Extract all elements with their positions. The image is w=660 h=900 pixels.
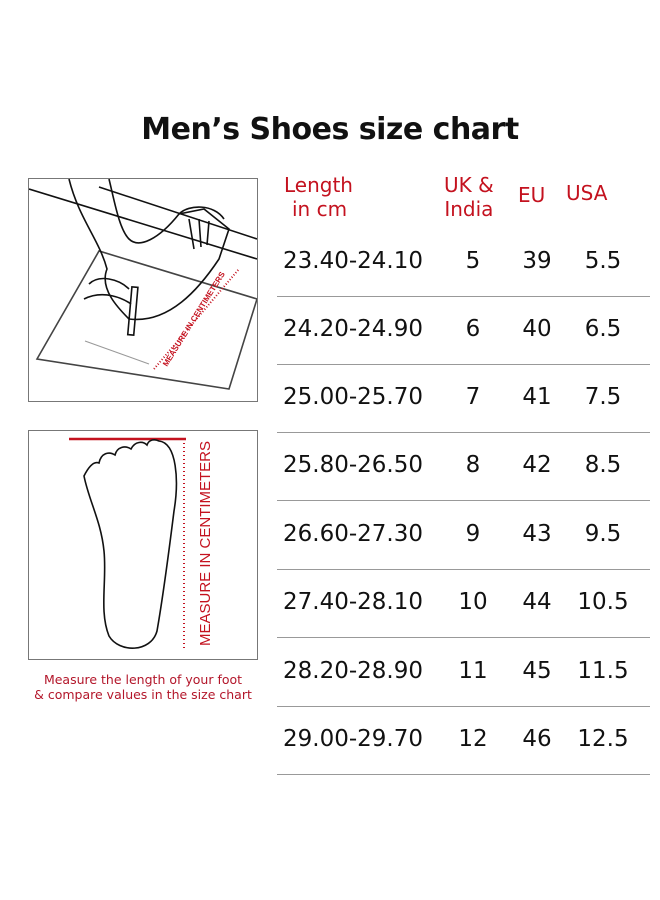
ruler-label-bottom: MEASURE IN CENTIMETERS xyxy=(197,441,214,646)
hand-marking-foot-icon: MEASURE IN CENTIMETERS xyxy=(28,178,259,390)
cell-eu: 45 xyxy=(522,658,552,684)
cell-eu: 43 xyxy=(522,521,552,547)
caption-line-2: & compare values in the size chart xyxy=(34,687,252,702)
cell-length: 29.00-29.70 xyxy=(283,726,423,752)
cell-length: 28.20-28.90 xyxy=(283,658,423,684)
header-length-line2: in cm xyxy=(292,197,348,221)
header-length-line1: Length xyxy=(284,173,353,197)
cell-length: 26.60-27.30 xyxy=(283,521,423,547)
cell-usa: 10.5 xyxy=(577,589,629,615)
cell-usa: 7.5 xyxy=(584,384,622,410)
cell-eu: 46 xyxy=(522,726,552,752)
cell-length: 23.40-24.10 xyxy=(283,248,423,274)
cell-usa: 12.5 xyxy=(577,726,629,752)
cell-uk-india: 10 xyxy=(458,589,488,615)
table-row: 28.20-28.90 11 45 11.5 xyxy=(277,638,650,707)
cell-uk-india: 8 xyxy=(465,452,481,478)
header-usa: USA xyxy=(566,181,608,205)
cell-eu: 42 xyxy=(522,452,552,478)
table-row: 24.20-24.90 6 40 6.5 xyxy=(277,296,650,365)
header-length: Length in cm xyxy=(284,173,353,221)
cell-usa: 5.5 xyxy=(584,248,622,274)
cell-length: 27.40-28.10 xyxy=(283,589,423,615)
cell-usa: 9.5 xyxy=(584,521,622,547)
foot-measuring-illustration: MEASURE IN CENTIMETERS xyxy=(28,178,259,402)
cell-eu: 39 xyxy=(522,248,552,274)
cell-length: 25.80-26.50 xyxy=(283,452,423,478)
cell-usa: 11.5 xyxy=(577,658,629,684)
cell-length: 25.00-25.70 xyxy=(283,384,423,410)
table-row: 26.60-27.30 9 43 9.5 xyxy=(277,501,650,570)
cell-usa: 6.5 xyxy=(584,316,622,342)
cell-eu: 40 xyxy=(522,316,552,342)
cell-uk-india: 5 xyxy=(465,248,481,274)
foot-outline-illustration: MEASURE IN CENTIMETERS xyxy=(28,430,258,660)
table-row: 23.40-24.10 5 39 5.5 xyxy=(277,228,650,297)
table-row: 25.80-26.50 8 42 8.5 xyxy=(277,432,650,501)
cell-uk-india: 9 xyxy=(465,521,481,547)
foot-outline-icon: MEASURE IN CENTIMETERS xyxy=(69,437,214,649)
table-row: 25.00-25.70 7 41 7.5 xyxy=(277,364,650,433)
table-row: 27.40-28.10 10 44 10.5 xyxy=(277,569,650,638)
page-title: Men’s Shoes size chart xyxy=(141,112,519,147)
header-uk-india: UK & India xyxy=(444,173,494,221)
cell-eu: 41 xyxy=(522,384,552,410)
cell-usa: 8.5 xyxy=(584,452,622,478)
cell-uk-india: 6 xyxy=(465,316,481,342)
header-uk-line1: UK & xyxy=(444,173,494,197)
cell-length: 24.20-24.90 xyxy=(283,316,423,342)
instruction-caption: Measure the length of your foot & compar… xyxy=(20,672,266,702)
cell-uk-india: 11 xyxy=(458,658,488,684)
ruler-label-top: MEASURE IN CENTIMETERS xyxy=(161,270,227,368)
table-row: 29.00-29.70 12 46 12.5 xyxy=(277,706,650,775)
cell-uk-india: 7 xyxy=(465,384,481,410)
cell-uk-india: 12 xyxy=(458,726,488,752)
caption-line-1: Measure the length of your foot xyxy=(43,672,243,687)
cell-eu: 44 xyxy=(522,589,552,615)
header-uk-line2: India xyxy=(444,197,494,221)
header-eu: EU xyxy=(518,183,546,207)
